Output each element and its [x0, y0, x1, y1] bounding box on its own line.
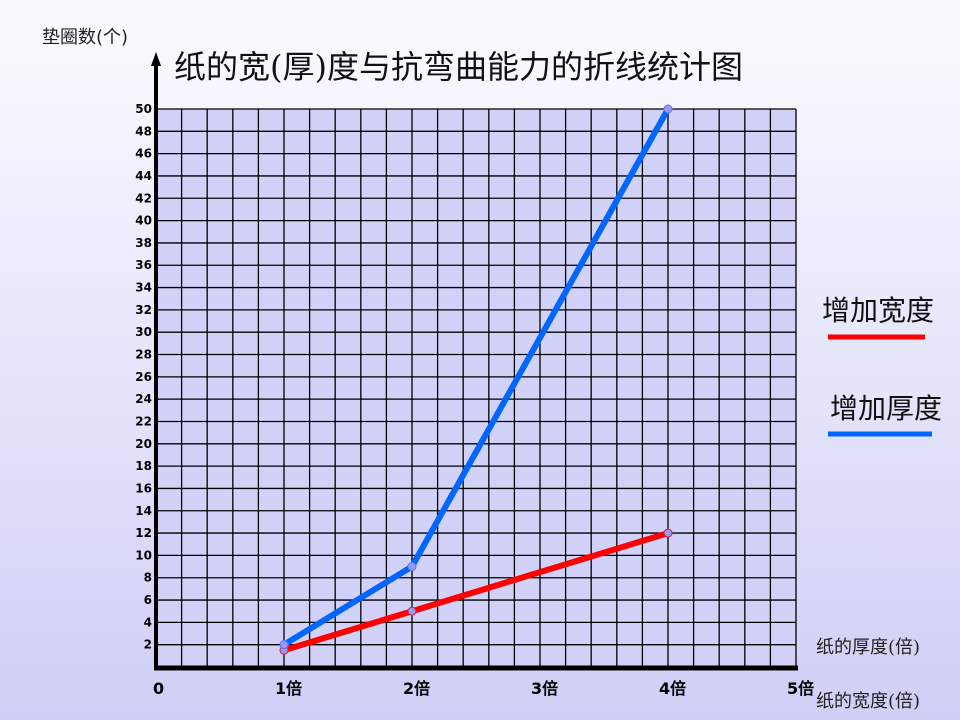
y-tick-label: 34	[135, 281, 152, 295]
y-tick-label: 8	[144, 571, 152, 585]
series-lines	[279, 104, 673, 655]
legend-label-thickness: 增加厚度	[830, 392, 942, 425]
y-tick-label: 50	[135, 102, 152, 116]
y-tick-label: 32	[135, 303, 152, 317]
data-point	[407, 606, 417, 616]
y-tick-label: 28	[135, 348, 152, 362]
y-tick-label: 12	[135, 526, 152, 540]
y-tick-label: 10	[135, 548, 152, 562]
x-axis-label-width: 纸的宽度(倍)	[816, 691, 920, 712]
x-tick-label: 4倍	[659, 679, 686, 698]
x-ticks: 0 1倍 2倍 3倍 4倍 5倍	[153, 679, 814, 698]
y-tick-label: 16	[135, 481, 152, 495]
y-tick-label: 6	[144, 593, 152, 607]
chart-title: 纸的宽(厚)度与抗弯曲能力的折线统计图	[174, 48, 743, 86]
y-tick-label: 2	[144, 638, 152, 652]
y-tick-label: 48	[135, 124, 152, 138]
data-point	[279, 640, 289, 650]
y-tick-label: 38	[135, 236, 152, 250]
y-axis-label: 垫圈数(个)	[42, 27, 128, 48]
data-point	[663, 528, 673, 538]
legend-label-width: 增加宽度	[822, 294, 934, 327]
data-point	[407, 562, 417, 572]
y-tick-label: 14	[135, 504, 152, 518]
y-tick-label: 26	[135, 370, 152, 384]
y-ticks: 2468101214161820222426283032343638404244…	[135, 102, 152, 652]
y-tick-label: 24	[135, 392, 152, 406]
grid	[155, 108, 797, 668]
y-tick-label: 18	[135, 459, 152, 473]
y-tick-label: 22	[135, 414, 152, 428]
x-tick-label: 1倍	[275, 679, 302, 698]
y-tick-label: 46	[135, 147, 152, 161]
y-tick-label: 42	[135, 191, 152, 205]
x-axis-label-thickness: 纸的厚度(倍)	[816, 637, 920, 658]
x-tick-label: 2倍	[403, 679, 430, 698]
y-tick-label: 36	[135, 258, 152, 272]
x-tick-label: 3倍	[531, 679, 558, 698]
data-point	[663, 104, 673, 114]
y-tick-label: 4	[144, 615, 152, 629]
plot-area	[156, 109, 796, 667]
y-tick-label: 20	[135, 437, 152, 451]
x-tick-label: 0	[153, 679, 164, 698]
y-tick-label: 44	[135, 169, 152, 183]
y-tick-label: 40	[135, 214, 152, 228]
y-tick-label: 30	[135, 325, 152, 339]
x-tick-label: 5倍	[787, 679, 814, 698]
y-axis-arrow-icon	[151, 52, 161, 66]
